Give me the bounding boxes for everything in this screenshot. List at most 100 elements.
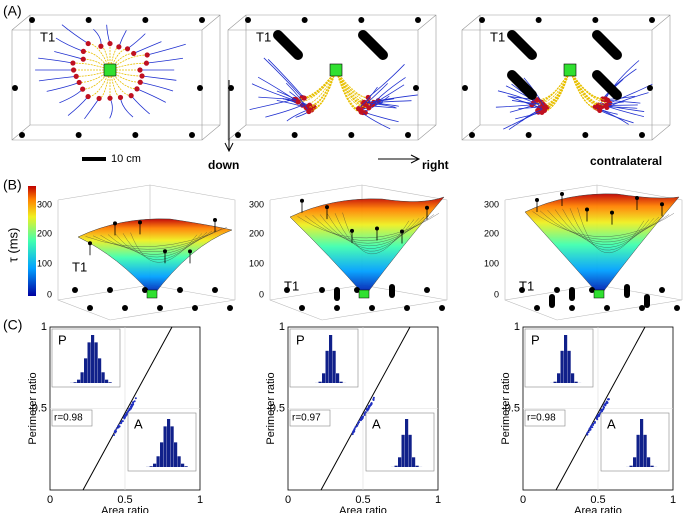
landmark [334, 305, 340, 311]
point [352, 430, 355, 433]
correlation-plot: 0 0.5 1 0.5 1 Area ratio Perimeter ratio P Ar=0.… [27, 321, 203, 513]
landmark [87, 305, 93, 311]
mesh-line [554, 209, 660, 245]
point [607, 398, 610, 401]
histogram-bar [160, 442, 164, 467]
inset-label: P [296, 332, 305, 347]
trajectory-plot: T1 [11, 14, 221, 141]
landmark [479, 17, 485, 23]
box-frame [11, 14, 221, 141]
point [134, 397, 137, 400]
histogram-bar [415, 465, 419, 467]
fit-line [555, 326, 646, 491]
point [353, 428, 356, 431]
trajectory-outer [365, 112, 399, 123]
data-point [213, 217, 217, 222]
z-tick-label: 200 [37, 228, 52, 238]
landmark [674, 305, 680, 311]
z-tick-label: 300 [37, 199, 52, 209]
trajectory-outer [607, 99, 641, 104]
mesh-line [569, 208, 650, 251]
landmark [462, 85, 468, 91]
trajectory-outer [495, 104, 532, 108]
histogram-bar [339, 381, 343, 383]
correlation-label: r=0.98 [527, 413, 556, 424]
histogram-bar [650, 465, 654, 467]
inset-label: A [607, 416, 616, 431]
landmark [235, 132, 241, 138]
trial-tag: T1 [40, 29, 55, 44]
direction-label: right [422, 158, 449, 172]
z-tick-label: 100 [37, 258, 52, 268]
correlation-label: r=0.98 [54, 413, 83, 424]
trajectory-inner [335, 69, 379, 102]
trajectory-outer [46, 82, 80, 92]
z-tick-label: 100 [484, 258, 499, 268]
x-tick-label: 0.5 [117, 494, 132, 506]
inset-label: A [372, 416, 381, 431]
landmark [405, 132, 411, 138]
data-point [163, 249, 167, 254]
obstacle [507, 70, 537, 100]
r-box [524, 409, 566, 427]
point [117, 424, 120, 427]
escape-point [131, 50, 137, 57]
data-point [585, 207, 589, 212]
histogram-bar [571, 373, 575, 383]
escape-point [80, 86, 86, 92]
trajectory-inner [109, 69, 143, 77]
histogram-bar [80, 372, 84, 383]
y-tick-label: 1 [514, 321, 520, 333]
trajectory-outer [127, 33, 146, 50]
histogram-bar [101, 372, 105, 383]
trajectory-plot: T1 [227, 14, 437, 141]
landmark [212, 287, 218, 293]
histogram-bar [636, 434, 640, 467]
histogram-bar [163, 426, 167, 467]
histogram-bar [156, 456, 160, 467]
obstacle [592, 30, 622, 60]
x-tick-label: 0 [520, 494, 526, 506]
point [132, 401, 135, 404]
escape-point [137, 79, 143, 85]
landmark [354, 287, 360, 293]
point [356, 422, 359, 425]
escape-point [295, 99, 301, 105]
target [146, 289, 158, 299]
fit-line [320, 326, 411, 491]
escape-point [355, 106, 362, 112]
r-box [289, 409, 331, 427]
trajectory-outer [38, 57, 74, 64]
trajectory-outer [364, 101, 396, 108]
mesh-line [327, 213, 420, 249]
y-tick-label: 0.5 [270, 402, 285, 414]
trajectory-inner [544, 69, 571, 111]
y-tick-label: 1 [41, 321, 47, 333]
histogram-bar [640, 419, 644, 467]
escape-point [80, 48, 86, 54]
trajectory-inner [76, 69, 111, 77]
trajectory-outer [503, 111, 539, 130]
histogram-bar [149, 466, 153, 467]
obstacle [389, 284, 395, 298]
point [588, 428, 591, 431]
histogram-bar [94, 342, 98, 383]
histogram-bar [647, 457, 651, 467]
obstacle [273, 30, 303, 60]
point [593, 421, 596, 424]
landmark [177, 287, 183, 293]
trajectory-outer [55, 37, 84, 52]
trajectory-outer [59, 88, 83, 104]
mesh-line [297, 213, 440, 239]
z-tick-label: 0 [47, 289, 52, 299]
escape-point [124, 46, 131, 52]
trajectory-outer [265, 104, 303, 118]
point [365, 408, 368, 411]
point [598, 413, 601, 416]
escape-point [301, 95, 307, 101]
panel-label: (C) [3, 317, 22, 333]
histogram-bar [557, 373, 561, 383]
point [132, 403, 135, 406]
obstacle [569, 287, 575, 301]
escape-point [70, 60, 76, 66]
